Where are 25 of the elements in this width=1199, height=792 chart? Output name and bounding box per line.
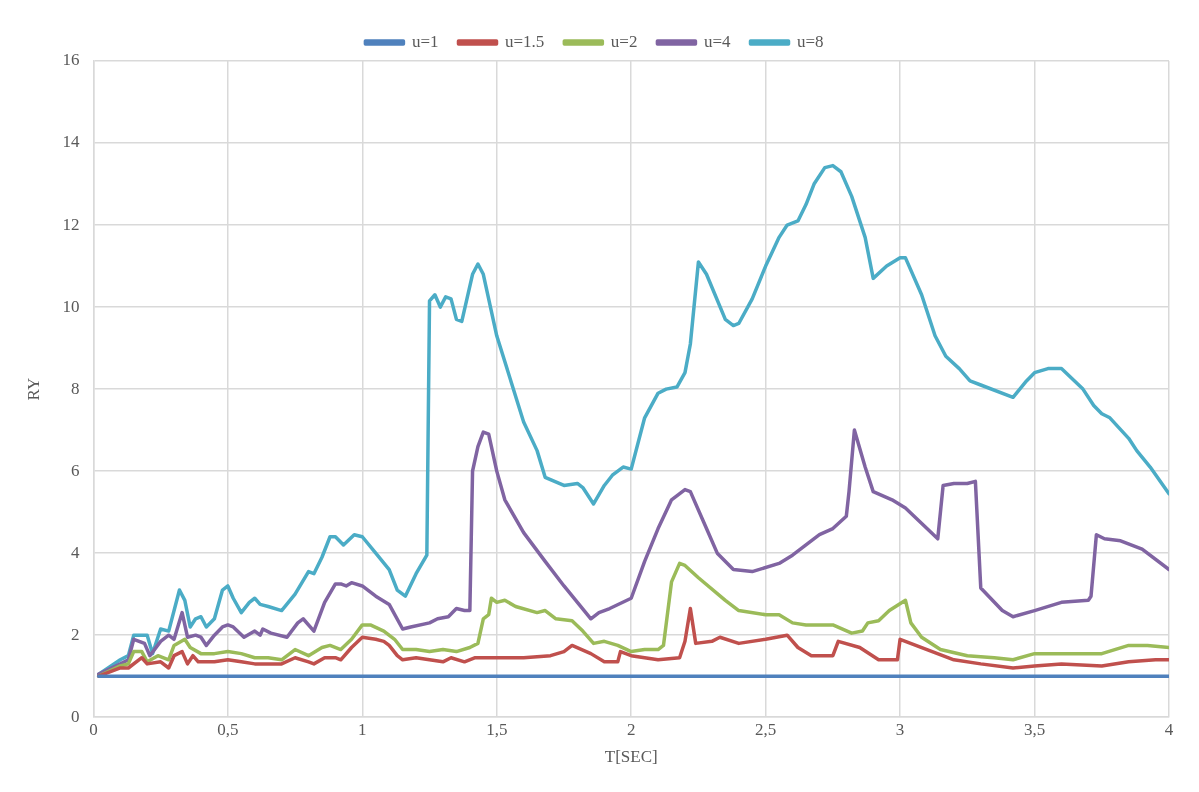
y-tick-label: 0: [70, 706, 80, 726]
y-tick-label: 12: [62, 214, 80, 234]
x-tick-label: 3: [895, 719, 905, 739]
x-tick-label: 0,5: [217, 719, 239, 739]
x-tick-label: 1,5: [486, 719, 508, 739]
x-tick-label: 2: [626, 719, 636, 739]
y-tick-label: 6: [70, 460, 80, 480]
y-tick-label: 8: [70, 378, 80, 398]
x-axis-title: T[SEC]: [604, 747, 658, 767]
y-tick-label: 16: [62, 50, 80, 70]
x-tick-label: 3,5: [1023, 719, 1046, 739]
y-tick-label: 10: [62, 296, 80, 316]
x-tick-label: 2,5: [755, 719, 777, 739]
legend-label: u=2: [610, 31, 638, 51]
legend-label: u=4: [703, 31, 732, 51]
x-tick-label: 1: [358, 719, 367, 739]
y-axis-title: RY: [23, 377, 43, 401]
legend-label: u=1: [411, 31, 439, 51]
y-tick-label: 2: [70, 624, 80, 644]
y-tick-label: 14: [62, 132, 80, 152]
x-tick-label: 4: [1164, 719, 1174, 739]
y-tick-label: 4: [70, 542, 80, 562]
legend-label: u=1.5: [504, 31, 545, 51]
x-tick-label: 0: [89, 719, 98, 739]
legend-label: u=8: [797, 31, 824, 51]
